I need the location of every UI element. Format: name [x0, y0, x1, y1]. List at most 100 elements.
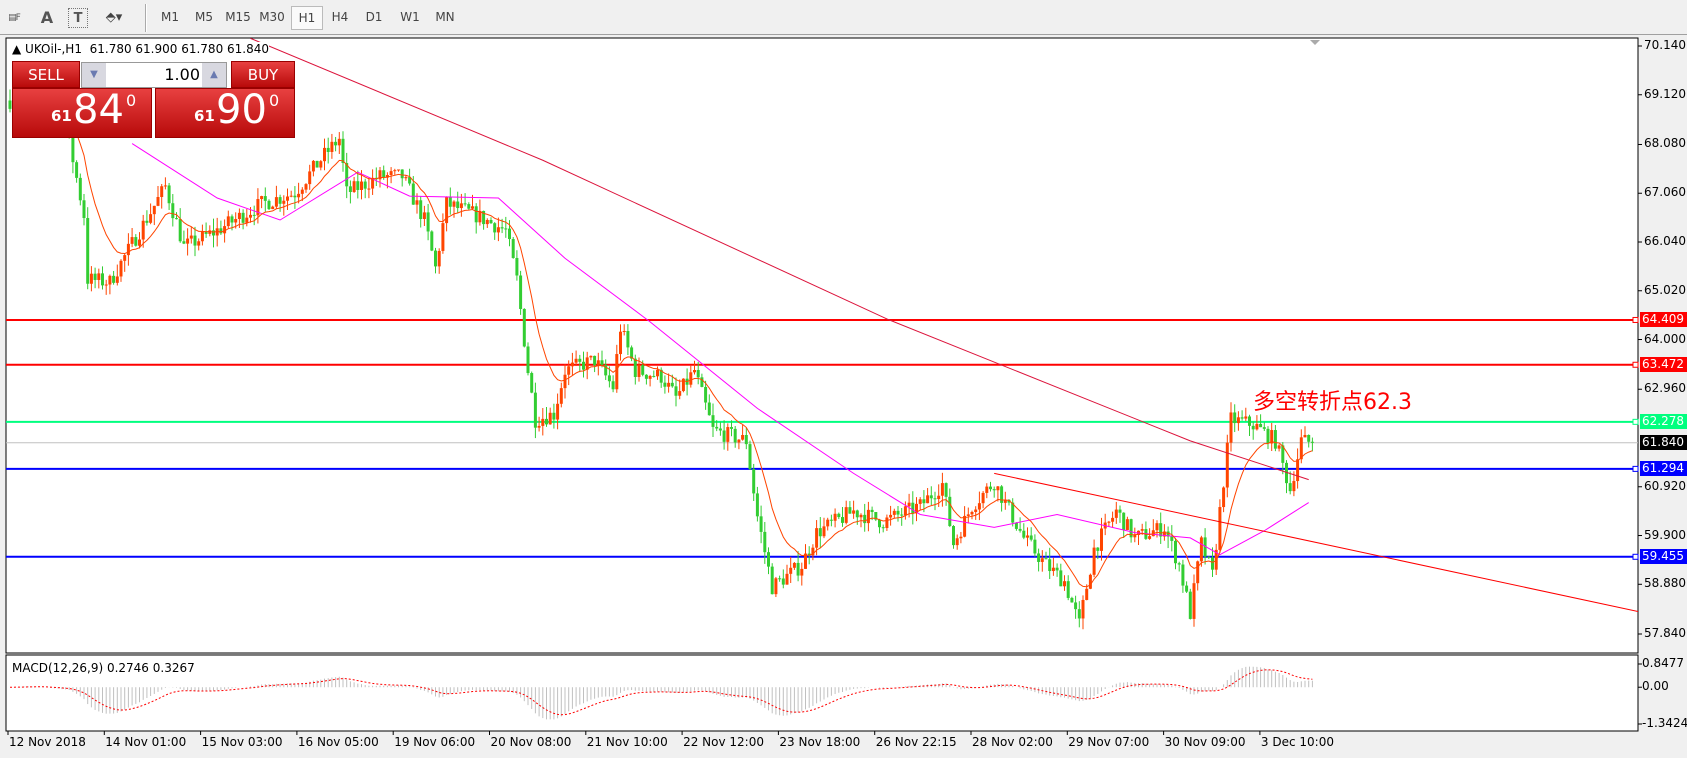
candle-body — [467, 204, 471, 209]
candle-body — [977, 503, 981, 510]
candle-body — [1011, 502, 1015, 523]
decrease-lot-button[interactable]: ▼ — [82, 63, 106, 87]
candle-body — [1166, 531, 1170, 537]
candle-body — [1074, 602, 1078, 610]
candle-body — [1018, 528, 1022, 531]
increase-lot-button[interactable]: ▲ — [202, 63, 226, 87]
candle-body — [833, 513, 837, 521]
candle-body — [578, 358, 582, 362]
candle-body — [1140, 529, 1144, 531]
candle-body — [345, 162, 349, 187]
timeframe-m30[interactable]: M30 — [259, 10, 285, 24]
text-box-tool-icon[interactable]: T — [68, 8, 88, 28]
candle-body — [611, 381, 615, 390]
candle-body — [774, 578, 778, 595]
macd-tick-label: -1.3424 — [1642, 716, 1687, 730]
candle-body — [556, 403, 560, 420]
candle-body — [304, 184, 308, 190]
candle-body — [1255, 423, 1259, 430]
candle-body — [138, 239, 141, 246]
candle-body — [530, 373, 534, 393]
candle-body — [119, 260, 123, 277]
price-tick-label: 57.840 — [1644, 626, 1686, 640]
candle-body — [230, 216, 234, 223]
mid-moving-average — [131, 143, 1309, 556]
candle-body — [422, 212, 426, 219]
candle-body — [792, 562, 796, 568]
candle-body — [182, 241, 186, 244]
candle-body — [1133, 535, 1137, 538]
buy-price-button[interactable]: 61 90 0 — [155, 87, 295, 138]
timeframe-w1[interactable]: W1 — [400, 10, 420, 24]
candle-body — [1155, 523, 1159, 531]
candle-body — [508, 228, 511, 240]
candle-body — [75, 162, 79, 178]
time-tick-label: 29 Nov 07:00 — [1068, 735, 1150, 749]
candle-body — [337, 138, 341, 146]
candle-body — [300, 189, 304, 194]
buy-price-fraction: 0 — [269, 91, 280, 110]
candle-body — [648, 375, 652, 379]
candle-body — [326, 147, 330, 152]
candle-body — [545, 418, 548, 425]
candle-body — [471, 206, 474, 209]
candle-body — [622, 330, 626, 332]
sell-button[interactable]: SELL — [12, 61, 80, 88]
timeframe-h4[interactable]: H4 — [331, 10, 349, 24]
candle-body — [892, 510, 896, 515]
candle-body — [1170, 536, 1174, 541]
candle-body — [1148, 536, 1152, 539]
timeframe-m15[interactable]: M15 — [225, 10, 251, 24]
candle-body — [1077, 609, 1081, 619]
candle-body — [1151, 530, 1155, 537]
candle-body — [1248, 416, 1251, 426]
candle-body — [1222, 487, 1226, 508]
timeframe-h1[interactable]: H1 — [291, 6, 323, 30]
candle-body — [219, 228, 223, 234]
candle-body — [1199, 537, 1203, 562]
arrows-tool-icon[interactable]: ⬘▾ — [105, 10, 123, 25]
time-tick-label: 15 Nov 03:00 — [201, 735, 283, 749]
candle-body — [707, 402, 711, 416]
candle-body — [385, 175, 389, 178]
sell-price-button[interactable]: 61 84 0 — [12, 87, 152, 138]
buy-button[interactable]: BUY — [231, 61, 295, 88]
lot-input[interactable]: 1.00 — [164, 65, 200, 84]
sell-label: SELL — [28, 66, 64, 84]
candle-body — [189, 235, 193, 239]
candle-body — [356, 181, 360, 190]
candle-body — [260, 196, 264, 200]
timeframe-m5[interactable]: M5 — [195, 10, 213, 24]
candle-body — [408, 177, 412, 184]
candle-body — [674, 386, 678, 396]
time-tick-label: 12 Nov 2018 — [9, 735, 86, 749]
candle-body — [537, 425, 541, 428]
candle-body — [389, 171, 393, 176]
candle-body — [593, 355, 597, 366]
candle-body — [600, 360, 604, 365]
text-tool-icon[interactable]: A — [40, 8, 54, 27]
lot-size-stepper[interactable]: ▼ 1.00 ▲ — [81, 62, 227, 88]
candle-body — [1251, 425, 1255, 430]
candle-body — [204, 231, 208, 234]
text-label-tool-icon[interactable]: ▤F — [8, 13, 21, 23]
candle-body — [286, 196, 289, 201]
candle-body — [796, 562, 800, 576]
candle-body — [397, 169, 400, 171]
candle-body — [866, 509, 870, 524]
timeframe-m1[interactable]: M1 — [161, 10, 179, 24]
candle-body — [1174, 540, 1177, 564]
toolbar-separator — [145, 4, 147, 32]
candle-body — [274, 197, 278, 207]
candle-body — [659, 369, 663, 383]
chart-annotation[interactable]: 多空转折点62.3 — [1253, 390, 1412, 415]
price-chart[interactable] — [0, 35, 1687, 758]
candle-body — [926, 495, 930, 504]
collapse-triangle-icon[interactable]: ▲ — [12, 42, 26, 56]
time-tick-label: 22 Nov 12:00 — [683, 735, 764, 749]
timeframe-d1[interactable]: D1 — [365, 10, 383, 24]
timeframe-mn[interactable]: MN — [435, 10, 455, 24]
candle-body — [430, 231, 434, 251]
candle-body — [289, 195, 293, 197]
candle-body — [615, 354, 619, 390]
